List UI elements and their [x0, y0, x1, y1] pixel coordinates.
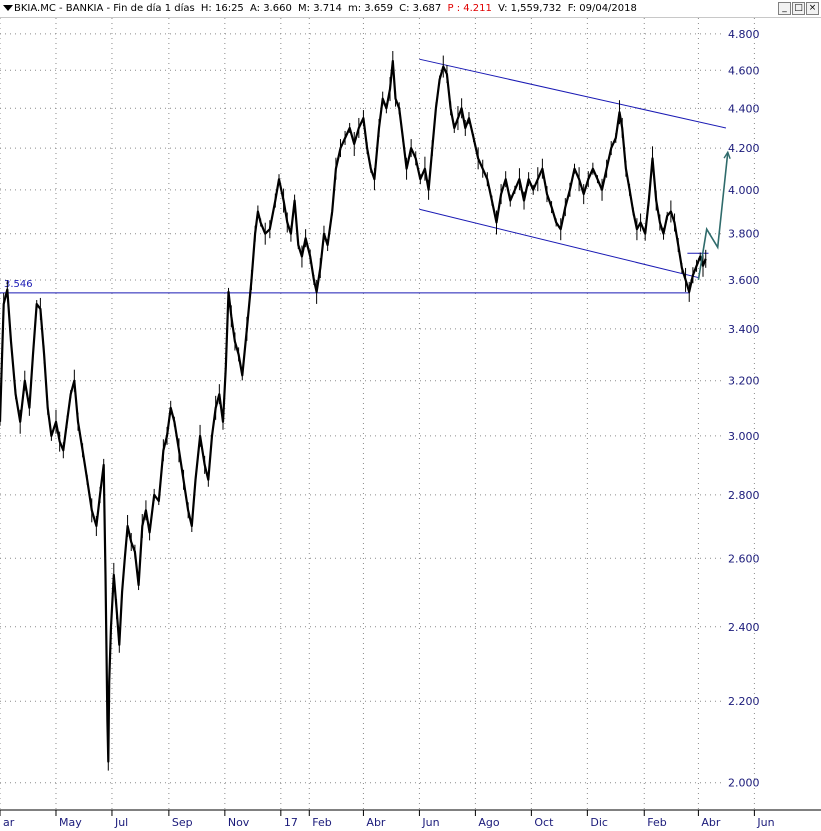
readout-time: H: 16:25: [200, 3, 244, 14]
y-tick-label: 4.200: [728, 142, 760, 155]
support-line-label: 3.546: [4, 279, 33, 290]
minimize-button[interactable]: _: [778, 2, 791, 15]
projection-path: [697, 152, 729, 281]
x-tick-label: Abr: [366, 816, 386, 829]
x-tick-label: Oct: [534, 816, 554, 829]
x-tick-label: Feb: [647, 816, 666, 829]
y-tick-label: 2.400: [728, 621, 760, 634]
title-symbol: BKIA.MC - BANKIA - Fin de día 1 días: [14, 3, 195, 14]
x-tick-label: Nov: [228, 816, 250, 829]
menu-dropdown-icon[interactable]: [3, 5, 13, 11]
y-tick-label: 4.400: [728, 102, 760, 115]
x-tick-label: 17: [284, 816, 298, 829]
readout-close: C: 3.687: [399, 3, 442, 14]
y-tick-label: 3.400: [728, 323, 760, 336]
x-tick-label: Feb: [312, 816, 331, 829]
x-tick-label: May: [59, 816, 82, 829]
readout-date: F: 09/04/2018: [567, 3, 637, 14]
x-tick-label: Dic: [590, 816, 608, 829]
x-tick-label: Jun: [756, 816, 774, 829]
y-tick-label: 3.000: [728, 430, 760, 443]
x-tick-label: Jul: [114, 816, 128, 829]
readout-cursor-price: P : 4.211: [447, 3, 492, 14]
readout-volume: V: 1,559,732: [498, 3, 562, 14]
x-tick-label: Sep: [172, 816, 193, 829]
y-tick-label: 4.800: [728, 28, 760, 41]
y-tick-label: 3.800: [728, 228, 760, 241]
window-title-bar: BKIA.MC - BANKIA - Fin de día 1 días H: …: [0, 0, 821, 18]
y-tick-label: 2.800: [728, 489, 760, 502]
y-tick-label: 4.600: [728, 64, 760, 77]
y-tick-label: 2.000: [728, 777, 760, 790]
y-tick-label: 4.000: [728, 184, 760, 197]
readout-open: A: 3.660: [249, 3, 292, 14]
window-title-readout: BKIA.MC - BANKIA - Fin de día 1 días H: …: [14, 0, 640, 17]
price-series-line: [0, 59, 707, 763]
x-tick-label: Ago: [478, 816, 500, 829]
y-tick-label: 3.600: [728, 274, 760, 287]
maximize-button[interactable]: □: [792, 2, 805, 15]
y-tick-label: 2.600: [728, 552, 760, 565]
projection-arrowhead: [723, 150, 731, 159]
y-tick-label: 2.200: [728, 695, 760, 708]
channel-lower-line: [419, 208, 699, 279]
x-tick-label: Abr: [701, 816, 721, 829]
readout-low: m: 3.659: [348, 3, 393, 14]
x-tick-label: Jun: [421, 816, 439, 829]
readout-high: M: 3.714: [298, 3, 342, 14]
channel-upper-line: [419, 58, 727, 129]
close-button[interactable]: ×: [806, 2, 819, 15]
x-tick-label: ar: [3, 816, 15, 829]
y-tick-label: 3.200: [728, 375, 760, 388]
